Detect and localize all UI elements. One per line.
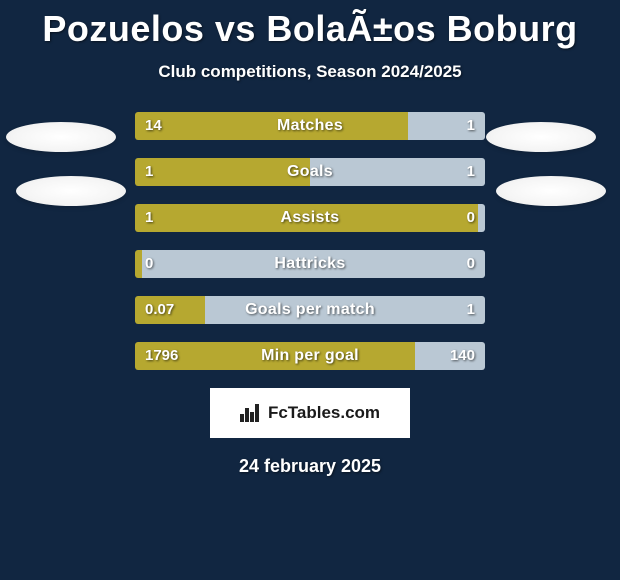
stat-label: Hattricks	[135, 250, 485, 278]
stat-row: Matches14 1	[135, 112, 485, 140]
stat-value-left: 0.07	[135, 296, 184, 324]
flag-left-1	[16, 176, 126, 206]
badge-text: FcTables.com	[268, 403, 380, 423]
flag-right-0	[486, 122, 596, 152]
stat-value-right: 140	[440, 342, 485, 370]
stat-value-right: 1	[457, 112, 485, 140]
date-text: 24 february 2025	[0, 456, 620, 477]
source-badge: FcTables.com	[210, 388, 410, 438]
subtitle: Club competitions, Season 2024/2025	[0, 62, 620, 82]
stat-row: Goals per match0.07 1	[135, 296, 485, 324]
stat-label: Goals	[135, 158, 485, 186]
stat-value-left: 1	[135, 158, 163, 186]
flag-right-1	[496, 176, 606, 206]
stat-value-right: 0	[457, 250, 485, 278]
stat-row: Min per goal1796140	[135, 342, 485, 370]
chart-icon	[240, 404, 262, 422]
comparison-infographic: Pozuelos vs BolaÃ±os Boburg Club competi…	[0, 0, 620, 580]
stat-label: Matches	[135, 112, 485, 140]
stat-label: Goals per match	[135, 296, 485, 324]
stat-value-right: 0	[457, 204, 485, 232]
stat-row: Hattricks0 0	[135, 250, 485, 278]
stat-label: Assists	[135, 204, 485, 232]
stat-value-right: 1	[457, 296, 485, 324]
flag-left-0	[6, 122, 116, 152]
stat-row: Goals1 1	[135, 158, 485, 186]
stat-value-right: 1	[457, 158, 485, 186]
page-title: Pozuelos vs BolaÃ±os Boburg	[0, 0, 620, 50]
stat-row: Assists1 0	[135, 204, 485, 232]
stat-value-left: 14	[135, 112, 172, 140]
stats-area: Matches141Goals11Assists10Hattricks00Goa…	[135, 112, 485, 370]
stat-value-left: 0	[135, 250, 163, 278]
stat-value-left: 1796	[135, 342, 188, 370]
stat-value-left: 1	[135, 204, 163, 232]
